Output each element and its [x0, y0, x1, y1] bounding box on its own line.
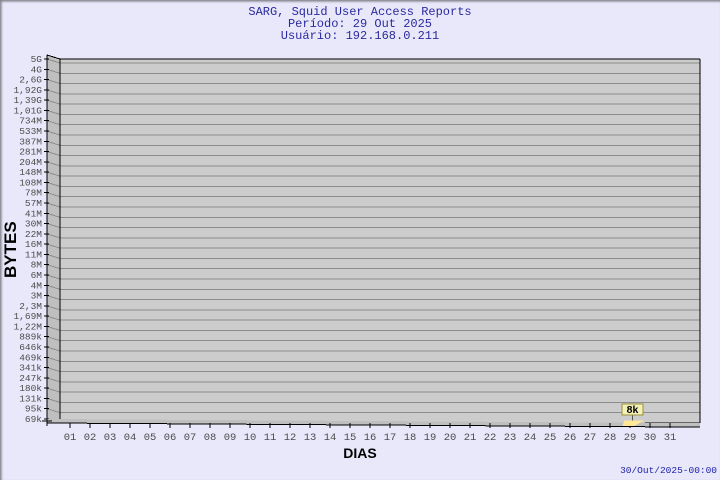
svg-text:08: 08 — [204, 432, 217, 444]
svg-text:31: 31 — [664, 432, 677, 444]
svg-text:8k: 8k — [627, 404, 639, 416]
svg-text:11: 11 — [264, 432, 277, 444]
svg-text:28: 28 — [604, 432, 617, 444]
svg-text:30: 30 — [644, 432, 657, 444]
svg-text:27: 27 — [584, 432, 597, 444]
svg-text:14: 14 — [324, 432, 337, 444]
svg-text:17: 17 — [384, 432, 397, 444]
svg-text:07: 07 — [184, 432, 197, 444]
svg-text:20: 20 — [444, 432, 457, 444]
svg-text:26: 26 — [564, 432, 577, 444]
svg-text:15: 15 — [344, 432, 357, 444]
svg-text:04: 04 — [124, 432, 137, 444]
svg-text:24: 24 — [524, 432, 537, 444]
svg-text:25: 25 — [544, 432, 557, 444]
svg-text:22: 22 — [484, 432, 497, 444]
svg-text:21: 21 — [464, 432, 477, 444]
svg-text:02: 02 — [84, 432, 97, 444]
svg-text:13: 13 — [304, 432, 317, 444]
svg-text:09: 09 — [224, 432, 237, 444]
svg-text:16: 16 — [364, 432, 377, 444]
svg-text:18: 18 — [404, 432, 417, 444]
svg-text:69k: 69k — [25, 414, 42, 425]
svg-text:03: 03 — [104, 432, 117, 444]
svg-text:29: 29 — [624, 432, 637, 444]
svg-text:05: 05 — [144, 432, 157, 444]
svg-text:23: 23 — [504, 432, 517, 444]
svg-text:06: 06 — [164, 432, 177, 444]
svg-text:01: 01 — [64, 432, 77, 444]
svg-text:12: 12 — [284, 432, 297, 444]
svg-text:10: 10 — [244, 432, 257, 444]
svg-text:19: 19 — [424, 432, 437, 444]
